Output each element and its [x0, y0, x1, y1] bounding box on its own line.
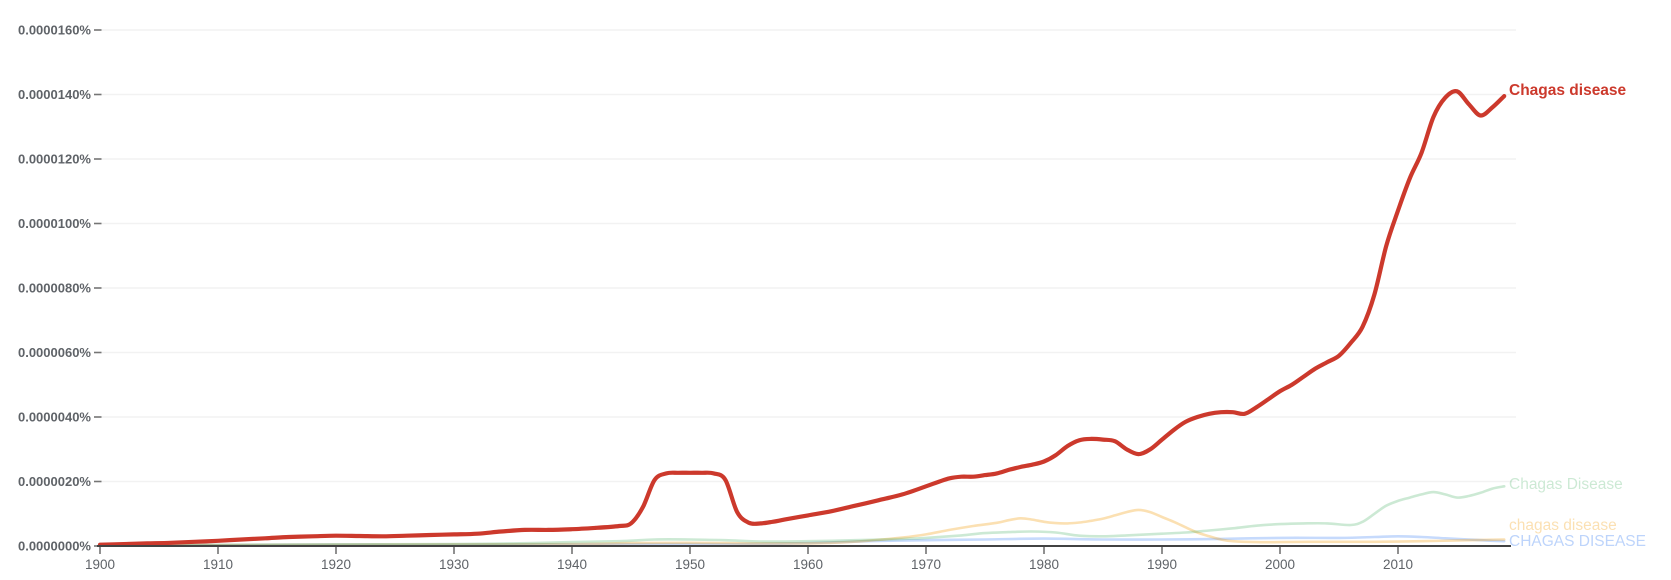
x-axis-tick-label: 1900	[85, 557, 115, 572]
y-axis-tick-label: 0.0000020%	[18, 474, 91, 489]
y-axis-tick-label: 0.0000120%	[18, 152, 91, 167]
x-axis-tick-label: 1980	[1029, 557, 1059, 572]
axes-layer	[94, 29, 1511, 554]
x-axis-tick-label: 2010	[1383, 557, 1413, 572]
legend-label-chagas-disease[interactable]: CHAGAS DISEASE	[1509, 533, 1646, 550]
x-axis-tick-label: 1930	[439, 557, 469, 572]
series-line-chagas-disease[interactable]	[98, 535, 1506, 547]
x-axis-tick-label: 1990	[1147, 557, 1177, 572]
y-axis-tick-label: 0.0000060%	[18, 345, 91, 360]
series-line-chagas-disease[interactable]	[97, 88, 1507, 547]
x-axis-tick-label: 2000	[1265, 557, 1295, 572]
gridlines-layer	[100, 29, 1516, 483]
series-layer	[97, 88, 1507, 547]
legend-label-chagas-disease[interactable]: chagas disease	[1509, 517, 1617, 534]
x-axis-tick-label: 1940	[557, 557, 587, 572]
y-axis-tick-label: 0.0000160%	[18, 23, 91, 38]
y-axis-tick-label: 0.0000040%	[18, 410, 91, 425]
y-axis-tick-label: 0.0000140%	[18, 87, 91, 102]
y-axis-tick-label: 0.0000100%	[18, 216, 91, 231]
legend-label-chagas-disease[interactable]: Chagas Disease	[1509, 476, 1623, 493]
series-line-chagas-disease[interactable]	[98, 485, 1506, 547]
legend-label-chagas-disease[interactable]: Chagas disease	[1509, 82, 1627, 99]
x-axis-tick-label: 1970	[911, 557, 941, 572]
y-axis-tick-label: 0.0000080%	[18, 281, 91, 296]
x-axis-tick-label: 1920	[321, 557, 351, 572]
series-line-chagas-disease[interactable]	[98, 508, 1506, 547]
y-axis-tick-label: 0.0000000%	[18, 539, 91, 554]
x-axis-tick-label: 1910	[203, 557, 233, 572]
x-axis-tick-label: 1960	[793, 557, 823, 572]
axis-labels-layer: 0.0000000% 0.0000020% 0.0000040% 0.0000060%…	[18, 23, 1413, 573]
x-axis-tick-label: 1950	[675, 557, 705, 572]
